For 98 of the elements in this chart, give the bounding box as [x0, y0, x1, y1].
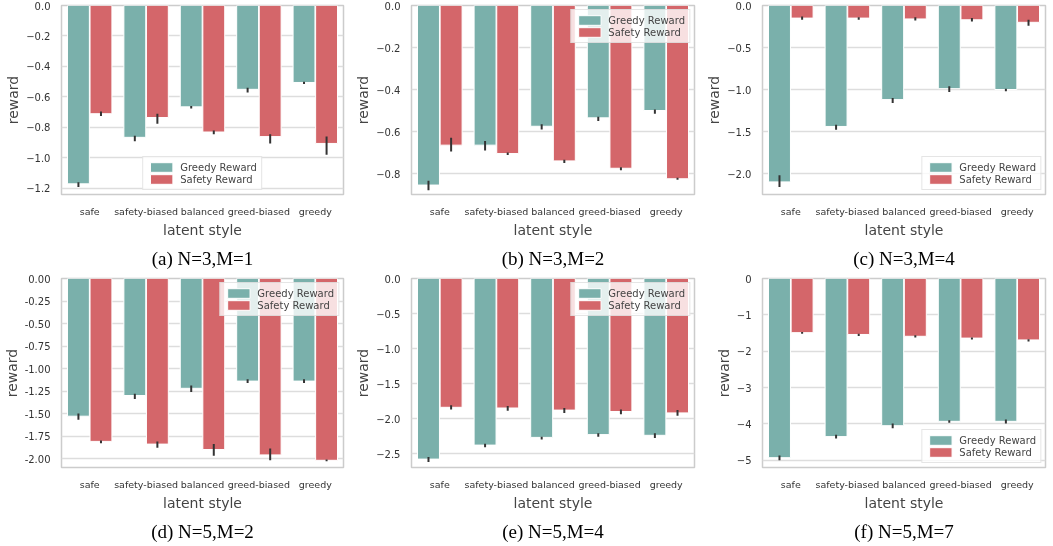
text: (f) N=5,M=7: [854, 520, 954, 543]
y-tick-label: −0.6: [376, 126, 401, 138]
x-tick-label: greedy: [298, 205, 333, 217]
legend-label: Greedy Reward: [257, 287, 334, 299]
y-tick-label: −1.0: [376, 343, 401, 355]
x-tick-label: balanced: [180, 205, 225, 217]
x-tick-label: safe: [79, 205, 100, 217]
x-tick-label: greedy: [649, 478, 684, 490]
y-tick-label: −1: [736, 309, 752, 321]
text: (e) N=5,M=4: [502, 520, 605, 543]
x-tick-label: greed-biased: [578, 478, 641, 490]
y-tick-label: −0.5: [376, 308, 401, 320]
y-tick-label: −1.5: [376, 378, 401, 390]
y-tick-label: 0: [745, 273, 752, 285]
y-tick-label: −0.2: [26, 30, 51, 42]
x-axis-title: latent style: [864, 494, 944, 511]
x-tick-label: greedy: [1000, 205, 1035, 217]
x-axis-title: latent style: [513, 221, 593, 238]
x-tick-label: safe: [780, 478, 801, 490]
legend-label: Safety Reward: [608, 299, 681, 311]
text: (a) N=3,M=1: [151, 247, 254, 270]
x-tick-label: balanced: [531, 478, 575, 490]
x-tick-label: safe: [79, 478, 100, 490]
x-tick-label: safety-biased: [114, 205, 179, 217]
y-tick-label: −0.4: [26, 61, 51, 73]
x-tick-label: safety-biased: [815, 205, 880, 217]
x-tick-label: greed-biased: [578, 205, 641, 217]
y-tick-label: −2: [736, 346, 752, 358]
y-tick-label: −0.8: [26, 122, 51, 134]
x-tick-label: balanced: [882, 478, 926, 490]
y-tick-label: −1.0: [727, 84, 752, 96]
y-axis-title: reward: [706, 75, 723, 125]
x-axis-title: latent style: [513, 494, 593, 511]
y-tick-label: -2.00: [24, 453, 51, 465]
legend-label: Safety Reward: [959, 446, 1032, 458]
y-tick-label: 0.00: [28, 273, 51, 285]
y-tick-label: 0.0: [34, 0, 51, 12]
y-tick-label: −3: [736, 382, 752, 394]
y-tick-label: −1.5: [727, 126, 752, 138]
y-tick-label: -0.75: [24, 341, 51, 352]
x-tick-label: greed-biased: [227, 478, 291, 490]
x-tick-label: safe: [429, 205, 450, 217]
y-tick-label: −2.5: [376, 448, 401, 460]
x-tick-label: safe: [429, 478, 450, 490]
y-tick-label: -1.25: [24, 386, 51, 397]
legend-label: Safety Reward: [959, 173, 1032, 185]
y-axis-title: reward: [355, 75, 372, 125]
x-tick-label: safety-biased: [464, 205, 529, 217]
y-tick-label: 0.0: [384, 0, 401, 12]
y-tick-label: -0.50: [24, 318, 51, 330]
y-tick-label: -1.00: [24, 363, 51, 375]
y-tick-label: −0.8: [376, 168, 401, 180]
y-tick-label: −0.5: [727, 42, 752, 54]
y-tick-label: 0.0: [735, 0, 752, 12]
x-axis-title: latent style: [163, 221, 242, 238]
y-tick-label: −2.0: [376, 413, 401, 425]
y-tick-label: 0.0: [384, 273, 401, 285]
x-tick-label: safety-biased: [114, 478, 179, 490]
y-tick-label: −2.0: [727, 168, 752, 180]
legend-label: Greedy Reward: [608, 14, 685, 26]
legend-label: Greedy Reward: [180, 161, 257, 173]
x-tick-label: greedy: [649, 205, 684, 217]
y-axis-title: reward: [715, 348, 732, 398]
x-tick-label: safety-biased: [815, 478, 880, 490]
y-tick-label: -0.25: [24, 296, 51, 307]
text: (d) N=5,M=2: [151, 520, 254, 543]
x-tick-label: greed-biased: [227, 205, 291, 217]
legend-label: Greedy Reward: [959, 434, 1036, 446]
y-tick-label: −1.0: [26, 152, 51, 164]
y-tick-label: −4: [736, 418, 752, 430]
legend-label: Safety Reward: [608, 26, 681, 38]
x-tick-label: balanced: [882, 205, 926, 217]
x-tick-label: greed-biased: [929, 478, 992, 490]
text: (b) N=3,M=2: [501, 247, 605, 270]
y-tick-label: −1.2: [26, 183, 51, 195]
x-axis-title: latent style: [163, 494, 242, 511]
y-axis-title: reward: [355, 348, 372, 398]
y-tick-label: −5: [736, 455, 752, 467]
x-tick-label: balanced: [180, 478, 225, 490]
x-tick-label: safe: [780, 205, 801, 217]
x-tick-label: greedy: [298, 478, 333, 490]
x-tick-label: safety-biased: [464, 478, 529, 490]
x-axis-title: latent style: [864, 221, 944, 238]
y-axis-title: reward: [5, 75, 22, 125]
text: (c) N=3,M=4: [853, 247, 956, 270]
legend-label: Greedy Reward: [959, 161, 1036, 173]
y-axis-title: reward: [3, 348, 20, 398]
y-tick-label: -1.50: [24, 408, 51, 420]
legend-label: Safety Reward: [257, 299, 330, 311]
y-tick-label: −0.4: [376, 84, 401, 96]
y-tick-label: −0.6: [26, 91, 51, 103]
y-tick-label: -1.75: [24, 431, 51, 442]
x-tick-label: greedy: [1000, 478, 1035, 490]
y-tick-label: −0.2: [376, 42, 401, 54]
legend-label: Greedy Reward: [608, 287, 685, 299]
x-tick-label: balanced: [531, 205, 575, 217]
x-tick-label: greed-biased: [929, 205, 992, 217]
legend-label: Safety Reward: [180, 173, 253, 185]
